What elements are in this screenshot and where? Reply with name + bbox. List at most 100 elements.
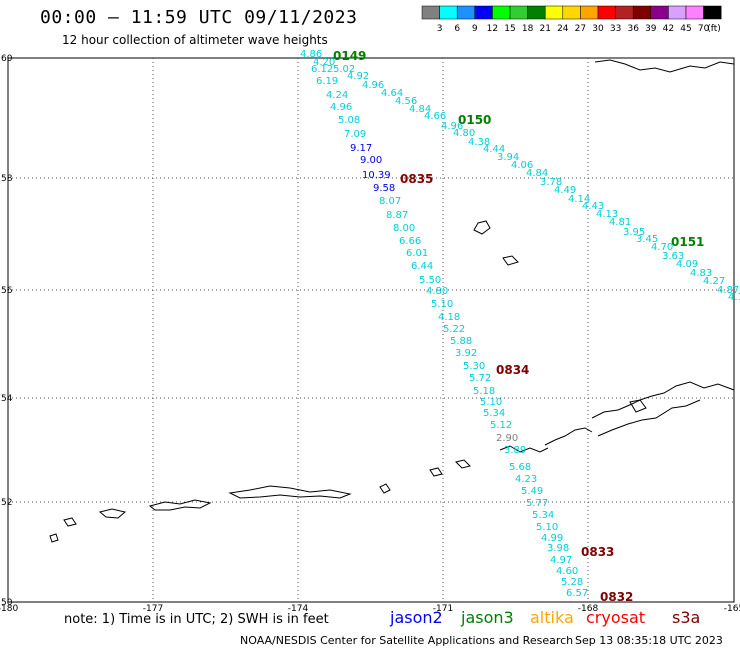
latitude-label: 50 [1, 598, 13, 608]
coastline-segment [429, 467, 443, 477]
wave-height-value: 5.72 [469, 373, 491, 384]
wave-height-value: 4.1 [728, 292, 740, 303]
wave-height-value: 9.17 [350, 143, 372, 154]
legend-label: 18 [522, 24, 534, 34]
pass-time-label: 0833 [581, 545, 614, 559]
longitude-label: -180 [0, 604, 18, 614]
legend-swatch [703, 5, 722, 20]
latitude-label: 52 [1, 498, 12, 508]
coastline-segment [544, 427, 593, 446]
legend-label: 24 [557, 24, 569, 34]
coastline-segment [49, 533, 59, 543]
sat-jason2: jason2 [390, 608, 443, 627]
wave-height-value: 4.80 [453, 128, 475, 139]
altimeter-tracks: 4.864.206.12 5.026.194.244.965.087.099.17… [300, 49, 740, 604]
wave-height-value: 4.84 [526, 168, 548, 179]
legend-label: 21 [539, 24, 550, 34]
wave-height-value: 4.84 [409, 104, 431, 115]
wave-height-value: 5.28 [561, 577, 583, 588]
legend-swatch [527, 5, 546, 20]
wave-height-value: 8.87 [386, 210, 408, 221]
wave-height-value: 6.12 [311, 64, 333, 75]
coastline-segment [473, 220, 491, 235]
wave-height-value: 4.86 [300, 49, 322, 60]
coastline [49, 59, 735, 543]
wave-height-value: 4.49 [554, 185, 576, 196]
wave-height-value: 7.09 [344, 129, 366, 140]
wave-height-value: 4.96 [441, 121, 463, 132]
sat-jason3: jason3 [461, 608, 514, 627]
legend-swatch [421, 5, 440, 20]
legend-label: 70 [698, 24, 710, 34]
wave-height-value: 6.57 [566, 588, 588, 599]
wave-height-value: 4.18 [438, 312, 460, 323]
wave-height-value: 3.45 [636, 234, 658, 245]
wave-height-value: 5.10 [536, 522, 558, 533]
wave-height-value: 5.50 [419, 275, 441, 286]
wave-height-value: 5.34 [532, 510, 554, 521]
coastline-segment [228, 485, 352, 499]
wave-height-value: 5.77 [526, 498, 548, 509]
coastline-segment [594, 59, 735, 73]
wave-height-value: 3.63 [662, 251, 684, 262]
wave-height-value: 4.97 [550, 555, 572, 566]
wave-height-value: 6.19 [316, 76, 338, 87]
axis-labels: 60 58 56 54 52 50-180 -177 -174 -171 -168 -165 [0, 54, 740, 614]
wave-height-value: 6.01 [406, 248, 428, 259]
wave-height-value: 4.92 [347, 71, 369, 82]
wave-height-value: 4.99 [541, 533, 563, 544]
legend-swatch [632, 5, 652, 20]
coastline-segment [63, 517, 77, 527]
latitude-label: 54 [1, 394, 13, 404]
wave-height-value: 4.80 [426, 286, 448, 297]
pass-time-label: 0832 [600, 590, 633, 604]
wave-height-value: 3.94 [497, 152, 519, 163]
coastline-segment [629, 399, 647, 413]
wave-height-value: 5.30 [463, 361, 485, 372]
wave-height-value: 4.96 [330, 102, 352, 113]
coastline-segment [502, 255, 519, 266]
coastline-segment [591, 381, 735, 419]
coastline-segment [98, 508, 127, 519]
map-frame [7, 57, 735, 603]
lat-lon-grid [7, 57, 735, 603]
pass-time-label: 0149 [333, 49, 366, 63]
wave-height-value: 4.13 [596, 209, 618, 220]
wave-height-value: 4.56 [395, 96, 417, 107]
wave-height-value: 8.00 [393, 223, 415, 234]
legend-label: 36 [627, 24, 639, 34]
wave-height-value: 10.39 [362, 170, 391, 181]
wave-height-value: 6.44 [411, 261, 433, 272]
wave-height-value: 9.58 [373, 183, 395, 194]
wave-height-value: 5.18 [473, 386, 495, 397]
legend-swatch [456, 5, 476, 20]
wave-height-value: 4.96 [362, 80, 384, 91]
wave-height-value: 3.98 [547, 543, 569, 554]
coastline-segment [597, 399, 701, 437]
legend-swatch [439, 5, 458, 20]
legend-swatch [492, 5, 511, 20]
wave-height-value: 5.68 [509, 462, 531, 473]
wave-height-value: 5.49 [521, 486, 543, 497]
latitude-label: 56 [1, 286, 13, 296]
legend-label: 3 [437, 24, 443, 34]
wave-height-value: 4.14 [568, 194, 590, 205]
legend-label: 33 [610, 24, 621, 34]
pass-time-label: 0835 [400, 172, 433, 186]
legend-label: 15 [504, 24, 515, 34]
coastline-segment [499, 445, 549, 453]
legend-swatch [544, 5, 564, 20]
legend-swatch [580, 5, 599, 20]
wave-height-value: 5.34 [483, 408, 505, 419]
wave-height-value: 4.27 [703, 276, 725, 287]
sat-altika: altika [530, 608, 574, 627]
wave-height-value: 4.24 [326, 90, 348, 101]
wave-height-value: 3.78 [540, 177, 562, 188]
legend-label: 12 [487, 24, 498, 34]
color-legend: 3 6 9 12 15 18 21 24 27 30 33 36 39 42 45 70(ft) [421, 5, 722, 34]
legend-label: 9 [472, 24, 478, 34]
wave-height-value: 3.89 [504, 445, 526, 456]
latitude-label: 58 [1, 174, 13, 184]
coastline-segment [455, 459, 471, 469]
